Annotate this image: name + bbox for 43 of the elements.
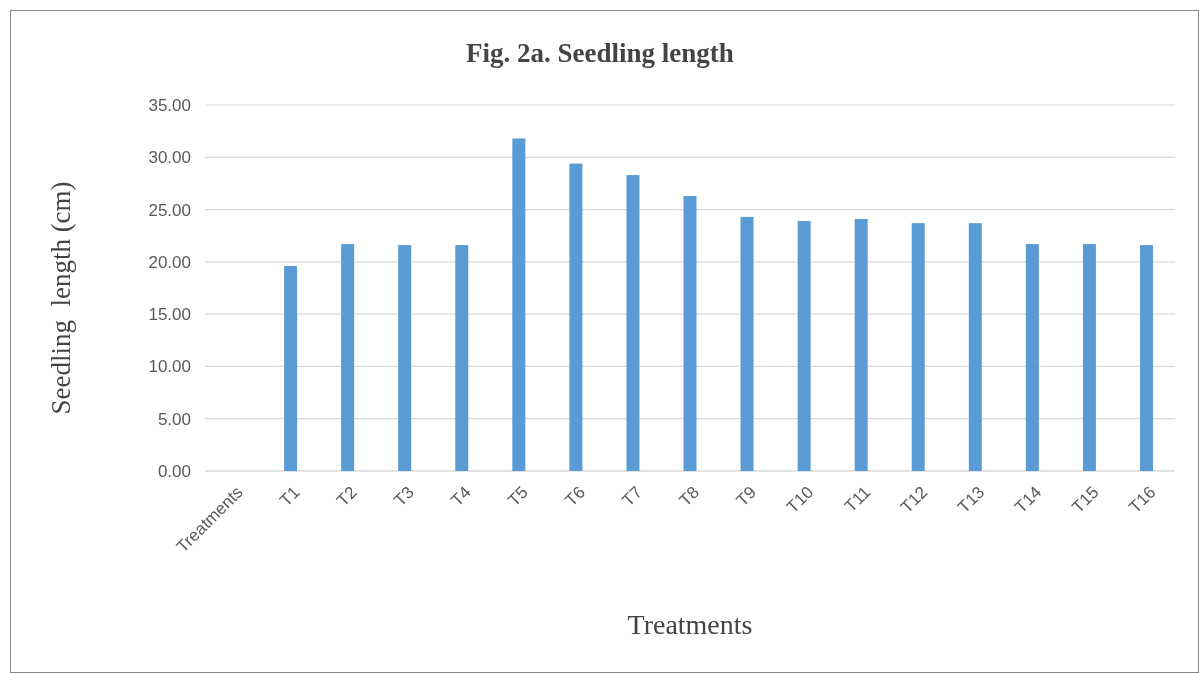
y-tick-label: 5.00	[157, 409, 191, 429]
bar	[341, 244, 355, 471]
y-tick-label: 10.00	[148, 357, 191, 377]
x-tick-label: T4	[447, 482, 475, 511]
bar	[284, 266, 298, 471]
x-tick-label: T1	[276, 482, 304, 511]
x-tick-label: T12	[897, 482, 932, 517]
y-tick-label: 20.00	[148, 252, 191, 272]
bar	[1025, 244, 1039, 471]
x-tick-label: T10	[783, 482, 818, 517]
chart-title: Fig. 2a. Seedling length	[466, 38, 734, 68]
x-tick-label: T14	[1011, 482, 1046, 517]
bar	[398, 245, 412, 471]
y-tick-label: 25.00	[148, 200, 191, 220]
x-tick-label: T11	[840, 482, 875, 516]
bar	[854, 218, 868, 471]
x-tick-label: T13	[954, 482, 989, 517]
bar	[911, 223, 925, 471]
x-tick-label: T6	[561, 482, 589, 511]
x-tick-label: T16	[1125, 482, 1160, 517]
x-tick-label: T8	[675, 482, 704, 511]
bar	[968, 223, 982, 471]
x-tick-label: T7	[618, 482, 646, 511]
bar	[1082, 244, 1096, 471]
x-tick-label: T15	[1068, 482, 1103, 517]
x-tick-label: T2	[333, 482, 361, 511]
y-axis-title: Seedling length (cm)	[46, 181, 76, 415]
bar	[512, 138, 526, 471]
x-tick-label: T3	[390, 482, 418, 511]
x-axis-title: Treatments	[627, 609, 753, 640]
bar	[626, 175, 640, 471]
bar	[455, 245, 469, 471]
y-tick-label: 35.00	[148, 95, 191, 115]
bar	[1139, 245, 1153, 471]
y-tick-label: 30.00	[148, 148, 191, 168]
bar	[797, 221, 811, 471]
y-tick-label: 0.00	[157, 461, 191, 481]
x-tick-label: T5	[504, 482, 532, 511]
bar	[569, 163, 583, 471]
bar	[740, 216, 754, 471]
x-tick-label: T9	[732, 482, 761, 511]
bar	[683, 195, 697, 471]
y-tick-label: 15.00	[148, 305, 191, 325]
